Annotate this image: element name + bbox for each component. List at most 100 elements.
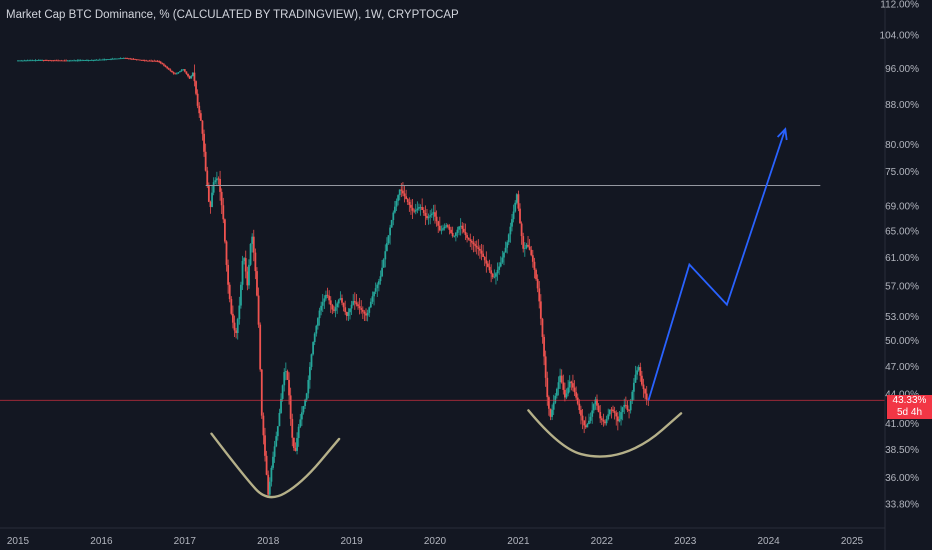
candle-body	[446, 225, 449, 227]
candle-body	[461, 225, 464, 229]
candle-body	[167, 68, 170, 70]
candle-body	[434, 212, 436, 217]
candle-body	[87, 60, 90, 61]
candle-body	[347, 312, 350, 316]
candle-body	[535, 269, 537, 280]
candle-body	[329, 300, 332, 305]
candle-body	[209, 201, 212, 207]
candle-body	[636, 370, 638, 375]
drawings-layer	[0, 127, 885, 499]
candle-body	[95, 59, 98, 61]
candle-body	[429, 215, 432, 217]
candle-body	[511, 219, 513, 227]
candle-body	[203, 133, 205, 152]
candle-body	[624, 404, 627, 406]
candle-body	[522, 236, 525, 249]
candle-body	[432, 212, 435, 214]
x-tick-label: 2016	[90, 536, 113, 547]
candle-body	[315, 325, 318, 334]
candle-body	[302, 406, 305, 413]
candle-body	[163, 64, 165, 66]
candle-body	[342, 302, 345, 308]
candle-body	[390, 219, 393, 228]
candle-body	[605, 419, 608, 424]
candle-body	[573, 387, 576, 393]
candle-body	[225, 241, 228, 265]
candle-body	[337, 299, 340, 304]
candle-body	[254, 252, 257, 272]
candle-body	[159, 61, 162, 64]
candle-body	[352, 301, 355, 305]
candle-body	[562, 382, 565, 390]
candle-body	[406, 199, 409, 202]
candle-body	[615, 412, 618, 417]
candle-body	[240, 284, 242, 306]
candle-body	[161, 63, 164, 65]
candle-body	[150, 60, 153, 62]
candle-body	[514, 202, 517, 212]
candle-body	[482, 253, 485, 257]
candle-body	[57, 60, 59, 62]
candle-body	[207, 185, 210, 202]
candle-body	[584, 425, 587, 428]
candle-body	[155, 60, 157, 62]
candle-body	[531, 255, 534, 262]
candle-body	[272, 456, 274, 468]
candle-body	[555, 388, 558, 396]
candle-body	[620, 412, 622, 420]
candle-body	[507, 234, 510, 243]
candle-body	[368, 307, 371, 313]
candle-body	[94, 59, 96, 61]
candle-body	[623, 404, 626, 408]
candle-body	[596, 399, 598, 406]
candle-body	[485, 260, 488, 264]
candle-body	[632, 382, 635, 392]
candle-body	[389, 227, 391, 236]
candle-body	[411, 207, 414, 211]
candle-body	[320, 305, 323, 311]
candle-body	[349, 308, 351, 313]
candle-body	[257, 295, 260, 325]
candle-body	[305, 393, 308, 400]
price-axis[interactable]: 112.00% 104.00% 96.00% 88.00% 80.00% 75.00% 69…	[880, 0, 920, 511]
current-price-badge: 43.33% 5d 4h	[887, 395, 932, 419]
candle-body	[246, 271, 249, 286]
candle-body	[440, 229, 443, 231]
candle-body	[135, 59, 138, 61]
candle-body	[466, 235, 468, 238]
candle-body	[504, 247, 507, 253]
candle-body	[243, 258, 246, 261]
candle-body	[469, 239, 472, 242]
candle-body	[44, 60, 47, 61]
candle-body	[177, 72, 180, 74]
candle-body	[36, 60, 39, 62]
x-tick-label: 2024	[757, 536, 780, 547]
y-tick-label: 44.00%	[885, 389, 919, 400]
y-tick-label: 104.00%	[880, 30, 920, 41]
candle-body	[570, 381, 573, 384]
chart-title: Market Cap BTC Dominance, % (CALCULATED …	[6, 9, 459, 21]
candle-body	[20, 60, 23, 62]
candle-body	[350, 304, 353, 309]
candle-body	[174, 73, 177, 75]
candle-body	[474, 244, 476, 246]
candle-body	[317, 318, 319, 326]
x-tick-label: 2023	[674, 536, 697, 547]
time-axis[interactable]: 2015 2016 2017 2018 2019 2020 2021 2022 2023 2024…	[7, 536, 864, 547]
candle-body	[312, 342, 315, 355]
candle-body	[355, 302, 358, 305]
candle-body	[70, 60, 72, 62]
pattern-arc-1	[210, 432, 341, 499]
candle-body	[238, 305, 241, 320]
candle-body	[344, 307, 347, 312]
candle-body	[251, 236, 254, 244]
candle-body	[193, 72, 196, 82]
candle-body	[613, 411, 616, 413]
candle-body	[259, 324, 262, 370]
candle-body	[214, 180, 217, 183]
candle-body	[503, 252, 505, 258]
candle-body	[454, 232, 457, 236]
candle-body	[430, 213, 433, 216]
candle-body	[28, 60, 31, 62]
